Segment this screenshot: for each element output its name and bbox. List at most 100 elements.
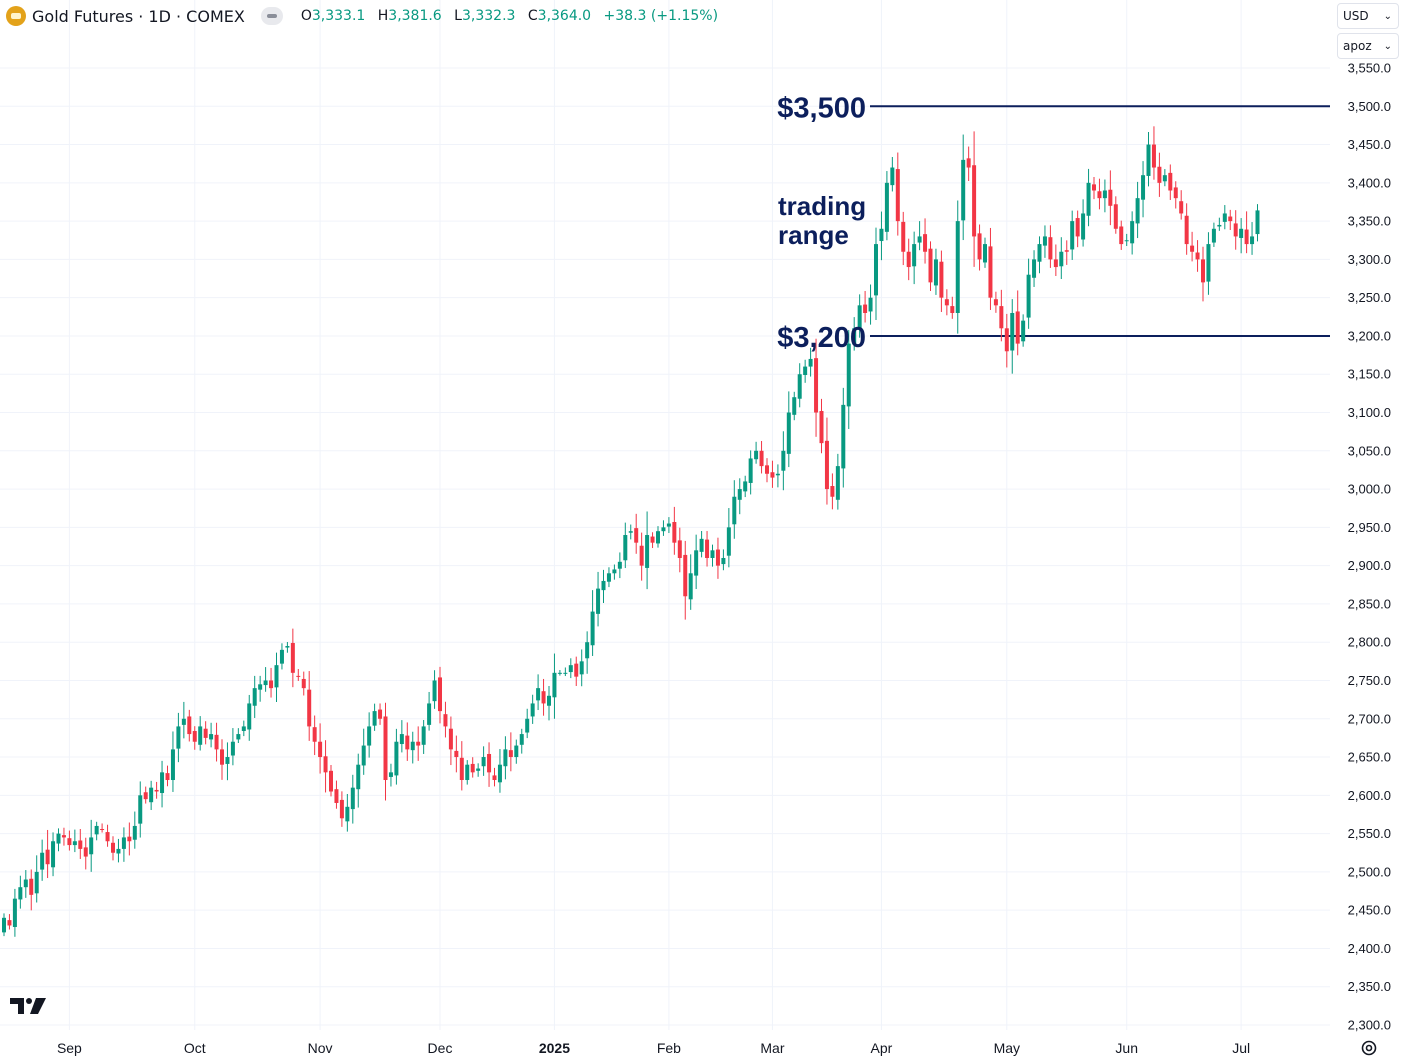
candle-body [639,545,644,566]
candle [394,728,399,785]
candle-body [890,167,895,186]
candle [290,628,295,688]
candle-body [154,789,159,792]
candle [1092,177,1096,200]
time-axis: Sep Oct Nov Dec 2025 Feb Mar Apr May Jun Jul [57,1040,1250,1056]
candle-body [350,787,355,810]
chevron-down-icon: ⌄ [1383,40,1392,52]
candle [536,674,541,711]
candle [623,522,628,569]
candle-body [1015,311,1020,344]
candle-body [803,366,808,376]
candle-body [743,481,748,492]
candle [781,431,786,491]
candle [459,741,464,791]
candle-body [138,795,143,824]
candle-body [606,573,611,582]
candle [819,398,824,454]
candle-body [269,680,274,689]
candle [525,708,530,739]
candle-body [399,734,404,745]
candle-body [726,527,731,556]
candle [1064,240,1069,265]
tradingview-logo-icon[interactable] [10,996,48,1016]
candle-body [786,412,791,454]
candle [247,694,252,741]
candle-body [912,244,917,267]
candle [672,506,677,555]
candle [1102,179,1107,213]
candle [1010,299,1015,374]
candle-body [100,829,105,831]
candle-body [448,728,453,750]
candle [236,728,241,743]
candle [754,441,759,464]
candle-body [819,410,824,444]
candle-body [508,750,513,758]
unit-value: apoz [1343,39,1372,53]
candle-body [1113,204,1118,229]
candle [89,819,94,872]
candle-body [56,833,61,844]
candle [694,534,699,590]
candle-body [1081,213,1086,240]
candle [356,753,361,808]
candle [438,666,442,724]
candle [1135,181,1140,239]
candle-body [1146,144,1151,176]
candle-body [83,847,88,857]
candle [497,749,502,793]
candle-body [1070,221,1075,250]
candle [465,760,470,785]
candle [470,757,475,778]
candle-body [143,792,148,800]
candle-body [116,848,121,854]
candle [323,740,328,793]
symbol-title[interactable]: Gold Futures · 1D · COMEX [32,6,245,26]
price-tick-label: 3,050.0 [1348,443,1391,458]
candle-body [1021,320,1026,342]
price-tick-label: 2,600.0 [1348,788,1391,803]
candle [966,146,971,182]
candle [121,827,126,862]
candle-body [487,753,492,773]
gold-bar-icon [6,6,26,26]
visibility-pill-icon[interactable] [260,7,283,25]
candle [476,763,481,777]
candle [656,526,660,548]
candle [748,450,753,495]
candle-body [906,251,911,268]
price-tick-label: 2,450.0 [1348,903,1391,918]
candle-body [252,688,257,706]
currency-select[interactable]: USD ⌄ [1337,3,1399,29]
candle [1042,225,1047,258]
candle-body [492,775,497,781]
candle [1206,232,1211,295]
candle-body [814,358,819,413]
candle [1004,313,1009,368]
candle [378,703,383,725]
candle-body [852,328,857,345]
candle-body [835,466,840,500]
candle [78,829,83,859]
candle [1032,250,1037,287]
candle [416,726,421,761]
settings-icon[interactable] [1360,1039,1378,1057]
candle-body [917,236,922,243]
unit-select[interactable]: apoz ⌄ [1337,33,1399,59]
candle [563,667,568,677]
candle-body [705,539,710,558]
candle [214,722,219,762]
candle [1195,240,1200,272]
candle-body [797,374,802,399]
candle-body [301,678,306,689]
candle [307,671,312,741]
candle-body [1157,166,1162,183]
candle-body [160,772,165,794]
candle [40,839,45,881]
candle [808,347,813,377]
change-value: +38.3 (+1.15%) [603,8,719,24]
candle [1021,314,1026,347]
candle-body [1010,312,1015,351]
